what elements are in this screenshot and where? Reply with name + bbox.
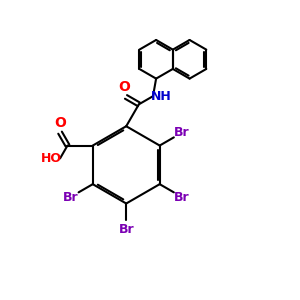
Text: Br: Br: [174, 126, 190, 139]
Text: Br: Br: [118, 223, 134, 236]
Text: HO: HO: [41, 152, 62, 165]
Text: O: O: [118, 80, 130, 94]
Text: Br: Br: [63, 190, 78, 204]
Text: Br: Br: [174, 190, 190, 204]
Text: O: O: [54, 116, 66, 130]
Text: NH: NH: [151, 90, 172, 103]
